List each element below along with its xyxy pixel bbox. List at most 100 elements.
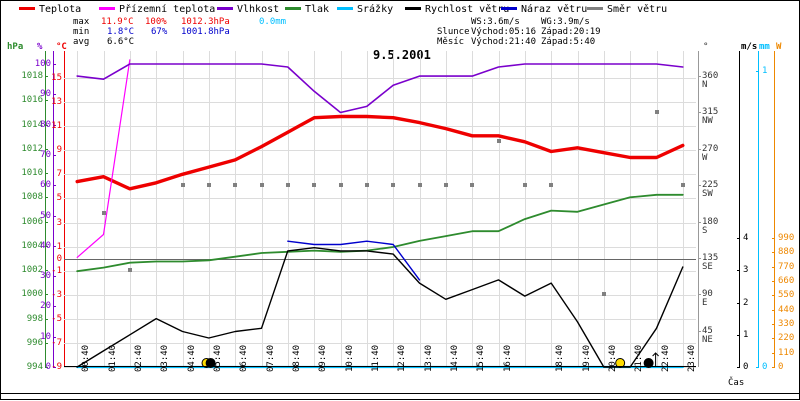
axis-tick-direction-1: 315: [702, 107, 719, 117]
stats-moonrise: Východ:21:40: [471, 37, 537, 47]
axis-tick-mark: [698, 112, 701, 113]
axis-tick-humidity-7: 30: [40, 271, 51, 281]
x-axis-tick-11-40: 11:40: [370, 344, 381, 372]
axis-tick-temperature-6: 3: [56, 218, 62, 228]
x-axis-tick-09-40: 09:40: [318, 344, 329, 372]
stats-max-pressure: 1012.3hPa: [181, 17, 230, 27]
axis-header-solar: W: [776, 42, 782, 52]
legend-label: Rychlost větru: [425, 4, 510, 15]
axis-tick-direction-card-0: N: [702, 80, 708, 90]
axis-tick-mark: [698, 331, 701, 332]
axis-tick-direction-card-1: NW: [702, 116, 713, 126]
wind-direction-marker: [286, 183, 290, 187]
axis-tick-humidity-0: 100: [34, 59, 51, 69]
axis-tick-temperature-12: -7: [51, 338, 62, 348]
x-axis-tick-14-40: 14:40: [449, 344, 460, 372]
axis-tick-mark: [53, 155, 56, 156]
x-axis-tick-13-40: 13:40: [423, 344, 434, 372]
axis-tick-pressure-4: 1010: [21, 168, 43, 178]
moon-marker-icon: [205, 358, 216, 368]
plot-area: [64, 51, 696, 369]
x-axis-tick-08-40: 08:40: [291, 344, 302, 372]
axis-tick-mark: [772, 367, 775, 368]
axis-tick-solar-4: 550: [778, 290, 795, 300]
wind-direction-marker: [260, 183, 264, 187]
grid-lines: [64, 51, 696, 368]
axis-tick-solar-1: 880: [778, 247, 795, 257]
wind-direction-marker: [128, 268, 132, 272]
axis-tick-temperature-2: 11: [51, 121, 62, 131]
axis-tick-solar-3: 660: [778, 276, 795, 286]
axis-tick-temperature-9: -1: [51, 266, 62, 276]
astro-markers: [201, 352, 659, 368]
wind-direction-marker: [655, 110, 659, 114]
axis-tick-mark: [53, 276, 56, 277]
wind-direction-marker: [207, 183, 211, 187]
legend-label: Náraz větru: [521, 4, 588, 15]
axis-tick-mark: [772, 252, 775, 253]
axis-tick-humidity-10: 0: [45, 362, 51, 372]
sun-marker-icon: [615, 358, 626, 368]
moon-marker-icon: [643, 358, 654, 368]
x-axis-title: Čas: [728, 378, 745, 388]
axis-tick-direction-card-3: SW: [702, 189, 713, 199]
axis-tick-direction-3: 225: [702, 180, 719, 190]
axis-tick-temperature-0: 15: [51, 73, 62, 83]
axis-tick-mark: [45, 76, 48, 77]
legend-swatch-icon: [99, 6, 115, 10]
x-axis-tick-19-40: 19:40: [581, 344, 592, 372]
legend-swatch-icon: [337, 6, 353, 10]
axis-tick-mark: [45, 319, 48, 320]
wind-direction-marker: [365, 183, 369, 187]
x-axis-tick-05-40: 05:40: [212, 344, 223, 372]
legend-label: Srážky: [357, 4, 394, 15]
axis-line-pressure: [45, 51, 46, 367]
series-7-wind-direction: [102, 110, 685, 296]
axis-tick-direction-card-7: NE: [702, 335, 713, 345]
axis-tick-wind-0: 4: [743, 233, 749, 243]
axis-tick-pressure-9: 1000: [21, 289, 43, 299]
axis-tick-direction-0: 360: [702, 71, 719, 81]
axis-tick-mark: [45, 197, 48, 198]
axis-tick-solar-8: 110: [778, 348, 795, 358]
axis-tick-solar-6: 330: [778, 319, 795, 329]
chart-title: 9.5.2001: [373, 48, 431, 62]
axis-tick-mark: [737, 270, 740, 271]
wind-direction-marker: [391, 183, 395, 187]
axis-tick-direction-4: 180: [702, 217, 719, 227]
axis-tick-direction-card-5: SE: [702, 262, 713, 272]
axis-tick-mark: [698, 149, 701, 150]
stats-min-pressure: 1001.8hPa: [181, 27, 230, 37]
axis-tick-solar-2: 770: [778, 262, 795, 272]
series-line-vlhkost: [76, 63, 684, 114]
x-axis-tick-07-40: 07:40: [265, 344, 276, 372]
axis-tick-mark: [737, 238, 740, 239]
axis-tick-mark: [772, 281, 775, 282]
x-axis-tick-00-40: 00:40: [81, 344, 92, 372]
axis-tick-pressure-2: 1014: [21, 120, 43, 130]
axis-tick-mark: [737, 367, 740, 368]
axis-tick-direction-card-2: W: [702, 153, 708, 163]
legend-item-6: Náraz větru: [501, 3, 587, 17]
axis-tick-mark: [45, 173, 48, 174]
wind-direction-marker: [523, 183, 527, 187]
axis-tick-wind-3: 1: [743, 330, 749, 340]
axis-tick-mark: [53, 246, 56, 247]
axis-tick-rain-1: 0: [762, 362, 768, 372]
legend-label: Směr větru: [607, 4, 668, 15]
series-line-náraz-větru: [287, 240, 421, 281]
axis-tick-pressure-8: 1002: [21, 265, 43, 275]
x-axis-tick-04-40: 04:40: [186, 344, 197, 372]
axis-tick-mark: [756, 71, 759, 72]
stats-moon-label: Měsíc: [437, 37, 465, 47]
axis-tick-mark: [53, 64, 56, 65]
axis-tick-solar-7: 220: [778, 333, 795, 343]
axis-tick-wind-4: 0: [743, 362, 749, 372]
axis-header-humidity: %: [37, 42, 43, 52]
axis-tick-mark: [698, 294, 701, 295]
moonrise-arrow-icon: [652, 352, 659, 366]
axis-tick-mark: [772, 295, 775, 296]
axis-tick-temperature-11: -5: [51, 314, 62, 324]
legend-swatch-icon: [501, 6, 517, 10]
